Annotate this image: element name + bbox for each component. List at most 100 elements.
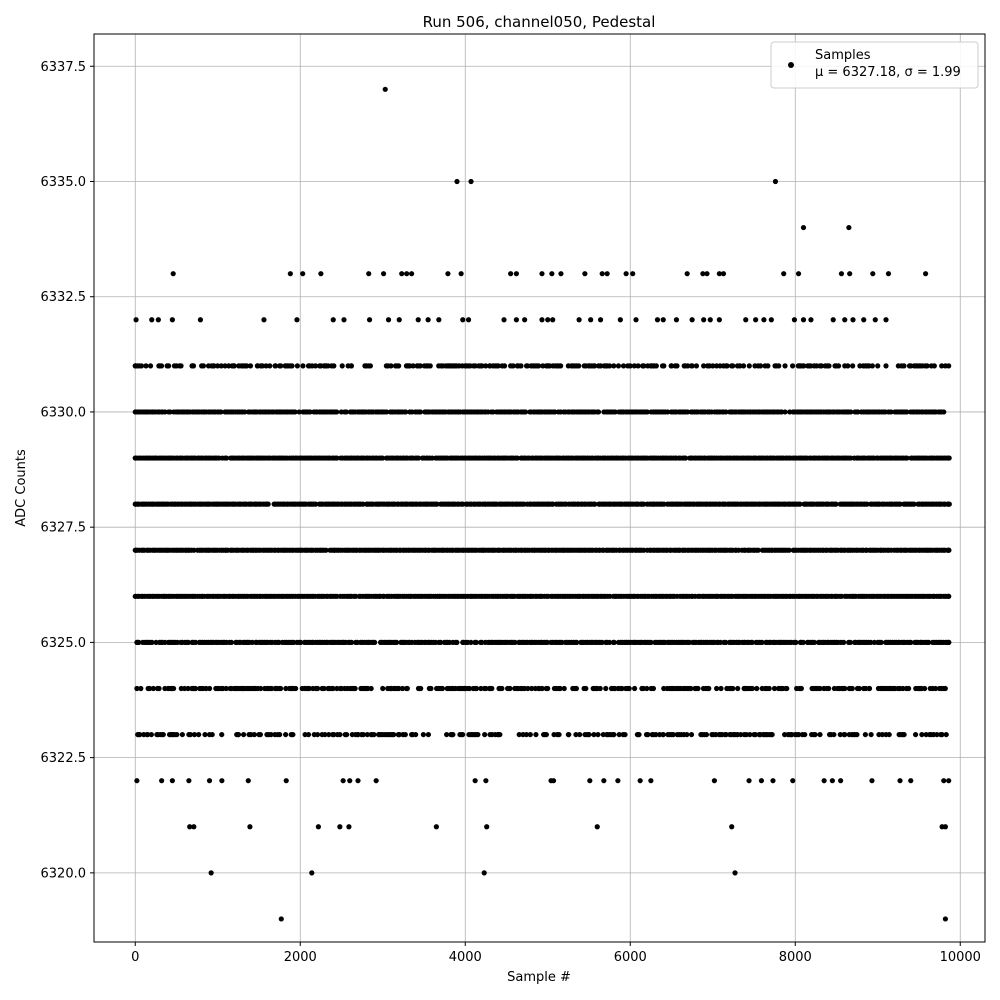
data-point [289,363,295,369]
data-point [366,317,373,323]
data-point [277,731,283,738]
data-point [425,317,431,323]
data-point [765,363,771,369]
data-point [552,409,558,415]
data-point [290,731,296,738]
data-point [872,317,878,323]
data-point [749,639,755,646]
data-point [147,363,154,369]
data-point [901,363,907,369]
data-point [300,363,306,369]
data-point [507,685,513,692]
data-point [689,363,695,369]
data-point [781,271,787,277]
data-point [870,271,876,277]
data-point [561,685,567,692]
data-point [409,731,415,738]
data-point [179,731,185,738]
data-point [138,363,145,369]
data-point [545,363,551,369]
data-point [891,685,897,692]
data-point [788,731,794,738]
data-point [847,271,853,277]
data-point [272,363,279,369]
data-point [396,731,402,738]
data-point [786,547,792,553]
data-point [145,731,151,738]
data-point [134,685,140,692]
data-point [688,731,695,738]
data-point [685,363,691,369]
data-point [404,363,411,369]
data-point [565,363,571,369]
data-point [770,778,776,784]
data-point [420,731,426,738]
data-point [648,778,654,784]
data-point [868,639,874,646]
data-point [454,178,460,185]
data-point [410,363,416,369]
data-point [693,685,699,692]
data-point [545,685,551,692]
data-point [740,363,747,369]
data-point [941,685,947,692]
data-point [399,685,406,692]
data-point [612,409,618,415]
data-point [338,685,345,692]
data-point [300,271,306,277]
data-point [190,363,196,369]
data-point [417,685,423,692]
data-point [941,409,947,415]
data-point [601,778,607,784]
data-point [446,363,452,369]
data-point [343,409,349,415]
data-point [723,409,729,415]
data-point [797,501,803,507]
data-point [436,317,442,323]
data-point [261,317,267,323]
data-point [641,363,647,369]
data-point [379,455,386,461]
y-tick-label: 6337.5 [41,60,87,75]
data-point [373,778,379,784]
data-point [558,271,564,277]
data-point [946,639,952,646]
data-point [415,455,422,461]
data-point [790,778,796,784]
data-point [766,685,772,692]
data-point [202,731,208,738]
data-point [541,731,547,738]
data-point [565,731,571,738]
data-point [495,731,501,738]
data-point [703,731,710,738]
data-point [520,731,526,738]
data-point [847,639,853,646]
data-point [869,363,875,369]
data-point [525,685,531,692]
data-point [587,778,593,784]
data-point [185,639,192,646]
data-point [897,501,903,507]
data-point [796,685,802,692]
data-point [479,363,485,369]
data-point [904,455,910,461]
data-point [242,409,248,415]
data-point [635,731,642,738]
data-point [611,731,617,738]
data-point [251,731,257,738]
data-point [305,363,312,369]
data-point [348,639,355,646]
data-point [849,685,855,692]
data-point [688,685,694,692]
data-point [380,685,386,692]
data-point [684,409,691,415]
data-point [724,363,730,369]
data-point [346,824,352,830]
data-point [684,271,690,277]
data-point [348,363,354,369]
data-point [704,271,710,277]
data-point [842,317,848,323]
data-point [190,685,196,692]
data-point [660,317,666,323]
data-point [800,224,807,231]
